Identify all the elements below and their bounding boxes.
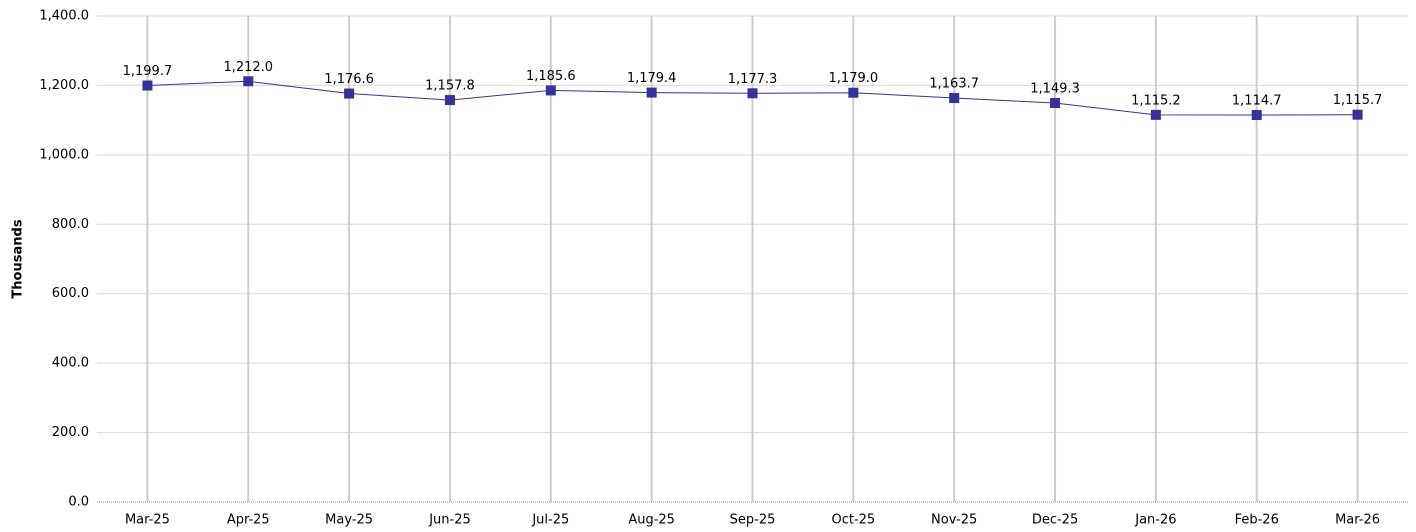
marker: [142, 80, 153, 91]
x-tick-label: Dec-25: [1032, 513, 1078, 528]
marker: [545, 85, 556, 96]
marker: [848, 87, 859, 98]
marker: [1150, 109, 1161, 120]
data-label: 1,199.7: [123, 64, 173, 79]
y-tick-label: 200.0: [52, 425, 89, 440]
data-label: 1,185.6: [526, 69, 576, 84]
marker: [444, 95, 455, 106]
marker: [747, 88, 758, 99]
marker: [344, 88, 355, 99]
y-tick-label: 0.0: [68, 495, 89, 510]
x-tick-label: Jul-25: [531, 513, 569, 528]
y-tick-label: 1,000.0: [39, 147, 89, 162]
x-tick-label: Feb-26: [1235, 513, 1279, 528]
data-label: 1,212.0: [223, 60, 273, 75]
marker: [949, 93, 960, 104]
x-tick-label: Apr-25: [227, 513, 270, 528]
marker: [1050, 98, 1061, 109]
data-label: 1,179.0: [829, 71, 879, 86]
data-label: 1,115.2: [1131, 93, 1181, 108]
x-tick-label: Sep-25: [730, 513, 776, 528]
data-label: 1,163.7: [929, 77, 979, 92]
y-tick-label: 1,400.0: [39, 9, 89, 24]
y-tick-label: 400.0: [52, 356, 89, 371]
y-tick-label: 800.0: [52, 217, 89, 232]
marker: [1352, 109, 1363, 120]
data-label: 1,115.7: [1333, 93, 1383, 108]
x-tick-label: Oct-25: [831, 513, 875, 528]
x-tick-label: Jun-25: [428, 513, 471, 528]
x-tick-label: Mar-25: [125, 513, 170, 528]
x-tick-label: Jan-26: [1134, 513, 1176, 528]
marker: [1251, 110, 1262, 121]
x-tick-label: Aug-25: [628, 513, 675, 528]
marker: [646, 87, 657, 98]
x-tick-label: Nov-25: [931, 513, 977, 528]
x-tick-label: Mar-26: [1335, 513, 1380, 528]
data-label: 1,149.3: [1030, 82, 1080, 97]
x-tick-label: May-25: [325, 513, 373, 528]
data-label: 1,179.4: [627, 71, 677, 86]
data-label: 1,177.3: [728, 72, 778, 87]
y-tick-label: 1,200.0: [39, 78, 89, 93]
data-label: 1,176.6: [324, 72, 374, 87]
y-tick-label: 600.0: [52, 286, 89, 301]
data-label: 1,157.8: [425, 79, 475, 94]
y-axis-title: Thousands: [11, 219, 26, 298]
data-label: 1,114.7: [1232, 94, 1282, 109]
marker: [243, 76, 254, 87]
